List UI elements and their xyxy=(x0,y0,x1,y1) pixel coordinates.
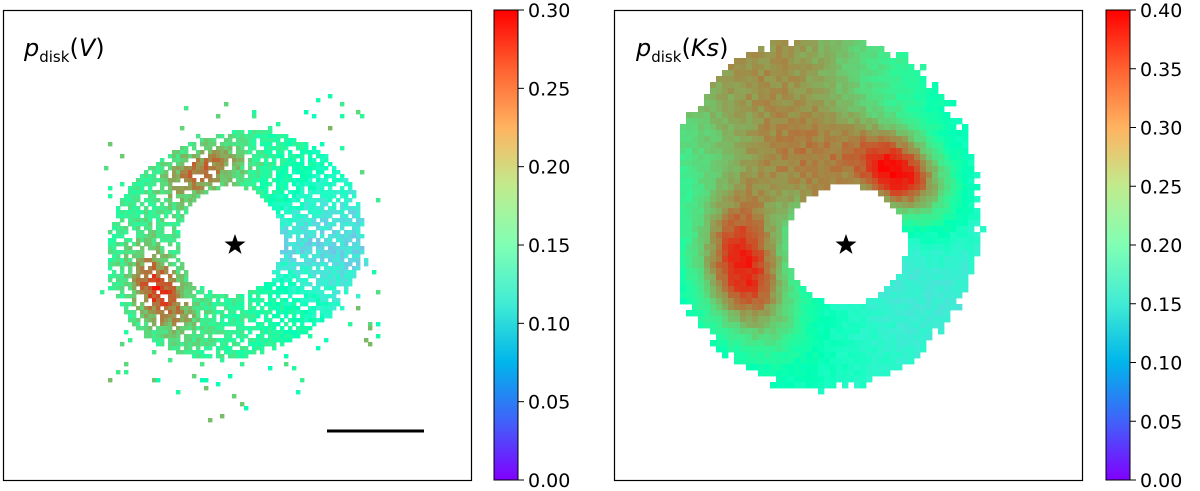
colorbar-tick-label: 0.00 xyxy=(528,470,570,491)
plot-frame-v xyxy=(2,9,473,482)
colorbar-tick-label: 0.20 xyxy=(1140,235,1182,257)
colorbar-tick-label: 0.25 xyxy=(1140,176,1182,198)
colorbar-ticks-ks: 0.00 0.05 0.10 0.15 0.20 0.25 0.30 0.35 0.40 xyxy=(1130,0,1182,491)
panel-ks-band: pdisk(Ks) 0.000.050.100.150.200.250.300.… xyxy=(613,0,1182,491)
disk-map-v xyxy=(100,94,381,423)
colorbar-v xyxy=(493,9,519,481)
star-marker-v xyxy=(224,234,246,254)
colorbar-tick-label: 0.00 xyxy=(1140,470,1182,491)
colorbar-ticks-v: 0.00 0.05 0.10 0.15 0.20 0.25 0.30 xyxy=(518,0,570,491)
colorbar-tick-label: 0.15 xyxy=(1140,294,1182,316)
colorbar-tick-label: 0.30 xyxy=(528,0,570,22)
colorbar-tick-label: 0.40 xyxy=(1140,0,1182,22)
colorbar-tick-label: 0.30 xyxy=(1140,118,1182,140)
colorbar-tick-label: 0.05 xyxy=(1140,411,1182,433)
star-marker-ks xyxy=(835,234,857,254)
panel-title-v: pdisk(V) xyxy=(23,34,105,66)
panel-v-band: pdisk(V) 0.00 0.05 0.10 0.15 0.20 0.25 0.30 xyxy=(2,0,570,491)
plot-frame-ks xyxy=(613,9,1084,482)
colorbar-tick-label: 0.05 xyxy=(528,392,570,414)
colorbar-tick-label: 0.20 xyxy=(528,157,570,179)
colorbar-ks xyxy=(1105,9,1131,481)
disk-map-ks xyxy=(680,40,987,395)
colorbar-tick-label: 0.35 xyxy=(1140,59,1182,81)
colorbar-tick-label: 0.25 xyxy=(528,78,570,100)
panel-title-ks: pdisk(Ks) xyxy=(635,34,728,66)
colorbar-tick-label: 0.10 xyxy=(1140,353,1182,375)
colorbar-tick-label: 0.15 xyxy=(528,235,570,257)
colorbar-tick-label: 0.10 xyxy=(528,313,570,335)
